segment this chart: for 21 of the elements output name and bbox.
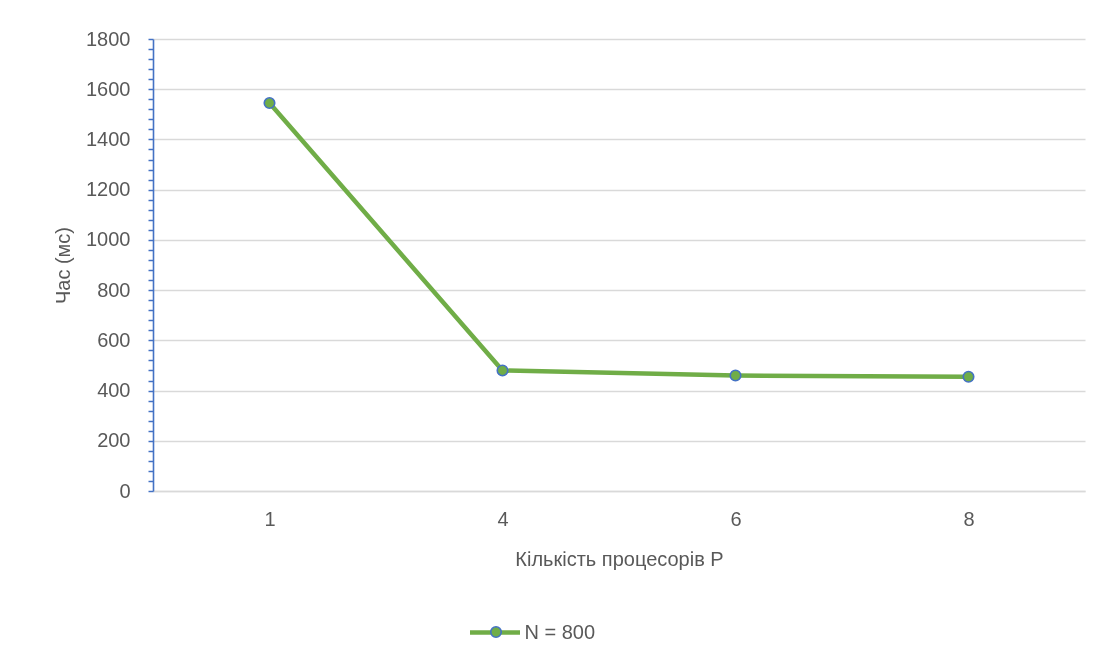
y-tick-label: 800 [97,278,131,301]
y-tick-label: 1400 [86,127,131,150]
point [962,370,975,383]
y-tick-label: 1800 [86,27,131,50]
y-tick-label: 0 [119,479,131,502]
x-tick-label: 1 [264,507,276,530]
x-axis-title: Кількість процесорів P [515,547,724,570]
y-tick-label: 1600 [86,77,131,100]
legend-label: N = 800 [524,620,596,643]
point [496,364,509,377]
x-tick-label: 8 [963,507,975,530]
y-tick-label: 200 [97,429,131,452]
x-tick-label: 6 [730,507,742,530]
x-tick-label: 4 [497,507,509,530]
point [263,97,276,110]
y-tick-label: 400 [97,379,131,402]
y-tick-label: 1000 [86,228,131,251]
y-tick-label: 600 [97,328,131,351]
y-tick-label: 1200 [86,178,131,201]
point [729,369,742,382]
y-axis-title: Час (мс) [52,226,75,305]
